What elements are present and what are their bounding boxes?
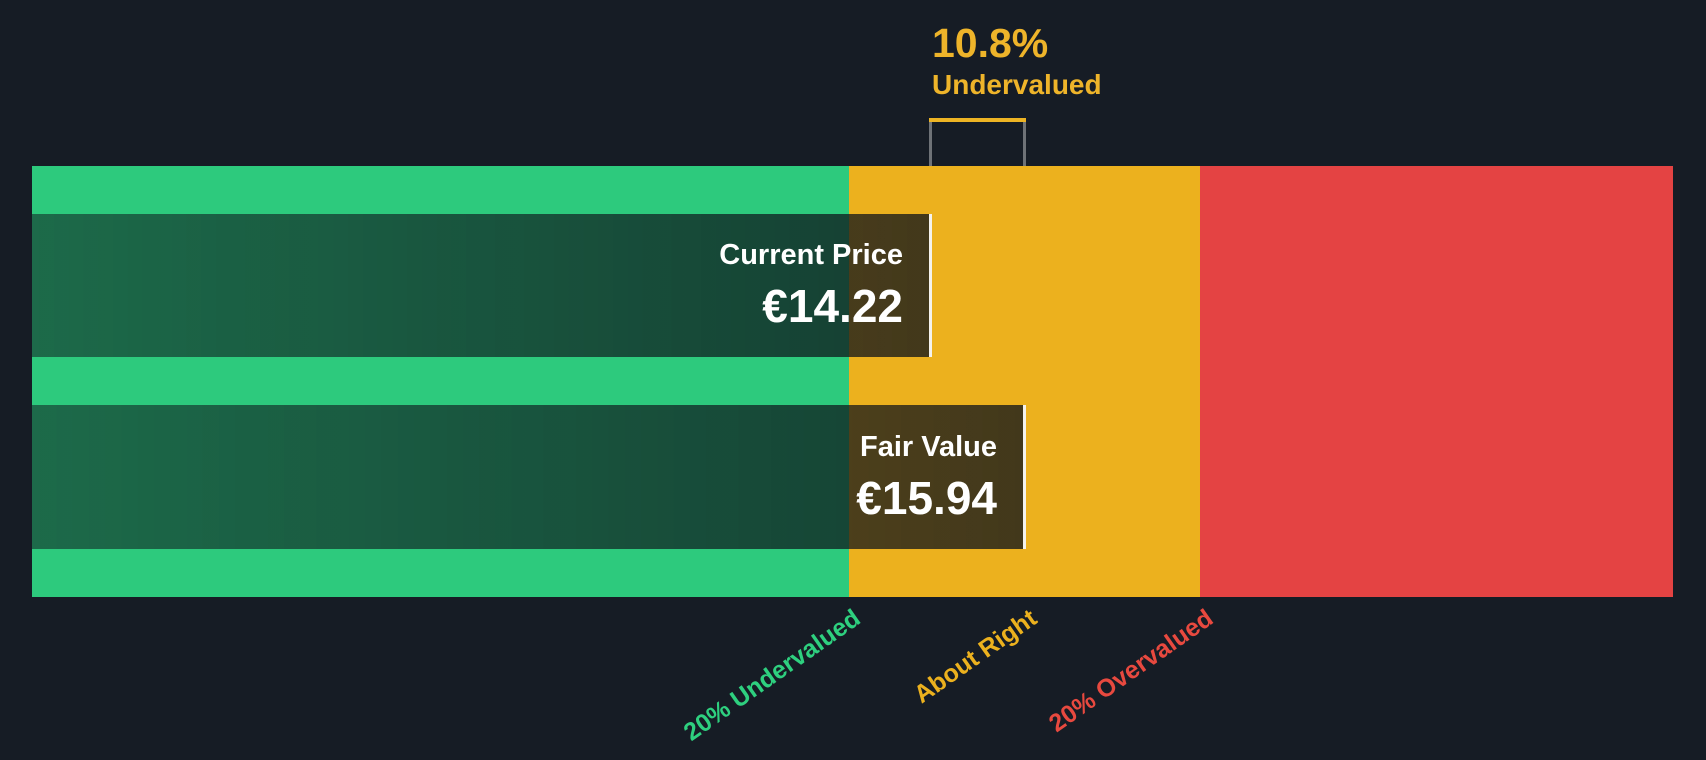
current-price-box: Current Price €14.22 xyxy=(32,214,932,357)
discount-bracket xyxy=(929,118,1026,122)
discount-percent: 10.8% xyxy=(932,20,1049,66)
zone-label-overvalued: 20% Overvalued xyxy=(1043,604,1219,738)
discount-callout: 10.8% Undervalued xyxy=(932,20,1102,101)
current-price-label: Current Price xyxy=(719,239,903,272)
zone-label-undervalued: 20% Undervalued xyxy=(678,604,866,747)
valuation-band: Current Price €14.22 Fair Value €15.94 xyxy=(32,166,1673,597)
fair-value-value: €15.94 xyxy=(856,471,997,524)
discount-status: Undervalued xyxy=(932,69,1102,101)
fair-value-box: Fair Value €15.94 xyxy=(32,405,1026,549)
zone-label-about-right: About Right xyxy=(908,604,1043,709)
current-price-value: €14.22 xyxy=(762,280,903,333)
fair-value-label: Fair Value xyxy=(859,430,997,463)
